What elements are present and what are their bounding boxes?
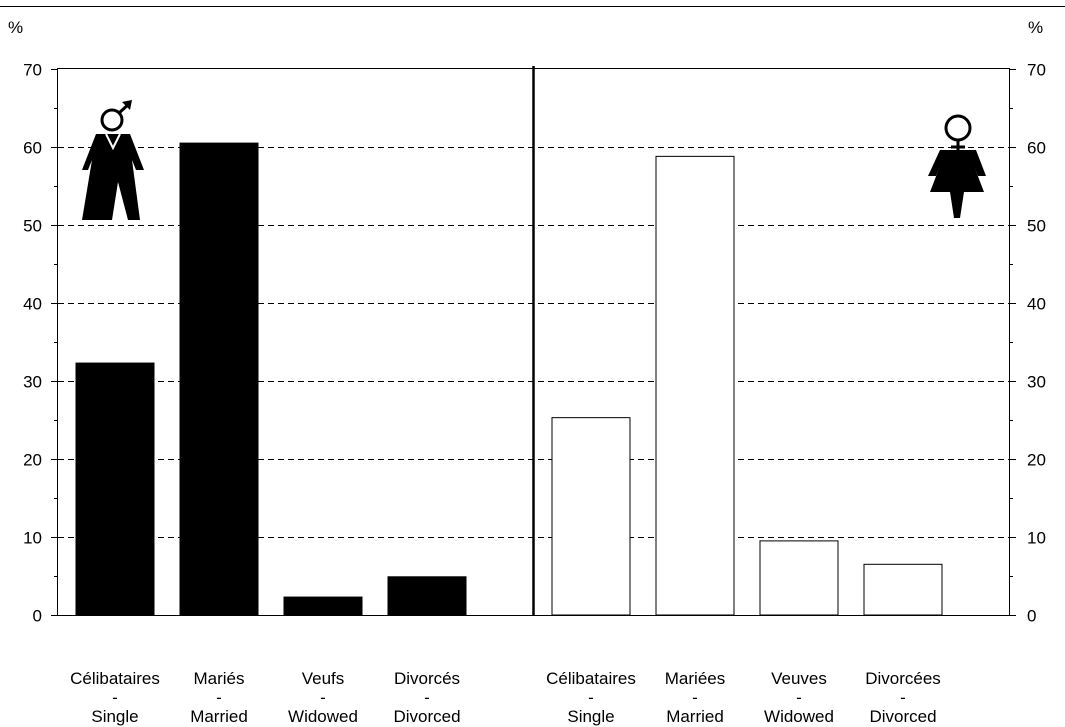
y-tick-label-left: 20 xyxy=(23,451,42,470)
category-label-en: Married xyxy=(666,707,724,726)
y-axis-left: 0 10 20 30 40 50 60 70 xyxy=(23,61,58,626)
category-label-separator: - xyxy=(320,688,326,707)
male-symbol-icon xyxy=(82,100,144,220)
bars xyxy=(75,142,943,616)
y-tick-label-right: 60 xyxy=(1027,139,1046,158)
bar-female-divorced xyxy=(863,563,943,616)
bar-female-widowed xyxy=(759,540,839,616)
category-label-en: Married xyxy=(190,707,248,726)
y-unit-left: % xyxy=(8,18,23,37)
category-labels: Célibataires-SingleMariés-MarriedVeufs-W… xyxy=(70,669,941,726)
y-tick-label-left: 60 xyxy=(23,139,42,158)
y-tick-label-right: 20 xyxy=(1027,451,1046,470)
y-tick-label-right: 10 xyxy=(1027,529,1046,548)
bar-female-single xyxy=(551,417,631,616)
category-label-fr: Célibataires xyxy=(70,669,160,688)
category-label-en: Widowed xyxy=(288,707,358,726)
y-tick-label-left: 40 xyxy=(23,295,42,314)
y-tick-label-right: 40 xyxy=(1027,295,1046,314)
category-label-fr: Mariés xyxy=(193,669,244,688)
category-label-en: Single xyxy=(91,707,138,726)
category-label-fr: Divorcées xyxy=(865,669,941,688)
y-tick-label-left: 70 xyxy=(23,61,42,80)
category-label-fr: Célibataires xyxy=(546,669,636,688)
y-tick-label-left: 50 xyxy=(23,217,42,236)
category-label-fr: Divorcés xyxy=(394,669,460,688)
category-label-separator: - xyxy=(112,688,118,707)
female-symbol-icon xyxy=(928,114,986,218)
category-label-separator: - xyxy=(216,688,222,707)
y-unit-right: % xyxy=(1028,18,1043,37)
y-tick-label-right: 50 xyxy=(1027,217,1046,236)
y-tick-label-left: 10 xyxy=(23,529,42,548)
category-label-fr: Veufs xyxy=(302,669,345,688)
bar-male-divorced xyxy=(387,576,467,616)
y-tick-label-right: 30 xyxy=(1027,373,1046,392)
category-label-fr: Mariées xyxy=(665,669,725,688)
category-label-en: Divorced xyxy=(393,707,460,726)
category-label-fr: Veuves xyxy=(771,669,827,688)
category-label-en: Divorced xyxy=(869,707,936,726)
category-label-en: Single xyxy=(567,707,614,726)
bar-female-married xyxy=(655,155,735,616)
y-tick-label-right: 0 xyxy=(1027,607,1036,626)
category-label-separator: - xyxy=(900,688,906,707)
bar-male-married xyxy=(179,142,259,616)
category-label-separator: - xyxy=(588,688,594,707)
bar-male-single xyxy=(75,362,155,616)
bar-male-widowed xyxy=(283,596,363,616)
y-tick-label-right: 70 xyxy=(1027,61,1046,80)
y-tick-label-left: 0 xyxy=(33,607,42,626)
category-label-en: Widowed xyxy=(764,707,834,726)
category-label-separator: - xyxy=(692,688,698,707)
y-tick-label-left: 30 xyxy=(23,373,42,392)
category-label-separator: - xyxy=(424,688,430,707)
y-axis-right: 0 10 20 30 40 50 60 70 xyxy=(1009,61,1046,626)
category-label-separator: - xyxy=(796,688,802,707)
